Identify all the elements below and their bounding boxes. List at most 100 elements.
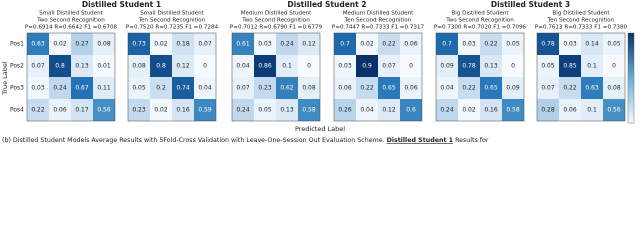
heatmap-cell [480,55,502,77]
cell-label: 0.05 [541,63,555,70]
heatmap-cell [276,99,298,121]
heatmap-cell [559,77,581,99]
heatmap-cell [232,33,254,55]
cell-label: 0.56 [97,107,111,114]
heatmap-cell [400,99,422,121]
cell-label: 0.61 [236,41,250,48]
cell-label: 0.11 [97,85,111,92]
caption: (b) Distilled Student Models Average Res… [2,137,489,144]
cell-label: 0.16 [176,107,190,114]
cell-label: 0.02 [53,41,67,48]
cell-label: 0.06 [338,85,352,92]
cell-label: 0.18 [176,41,190,48]
cell-label: 0.03 [258,41,272,48]
cell-label: 0 [203,63,207,70]
heatmap-cell [603,55,625,77]
heatmap-cell [458,33,480,55]
heatmap-cell [436,33,458,55]
caption-text: Results for [453,137,489,144]
chart-title: Medium Distilled Student [343,11,414,17]
heatmap-cell [172,33,194,55]
heatmap-cell [502,77,524,99]
heatmap-cell [378,77,400,99]
heatmap-cell [603,33,625,55]
caption-text: (b) Distilled Student Models Average Res… [2,137,387,144]
heatmap-cell [71,99,93,121]
cell-label: 0.24 [53,85,67,92]
heatmap-cell [378,99,400,121]
group-title: Distilled Student 3 [491,0,570,9]
heatmap-cell [298,99,320,121]
heatmap-cell [298,77,320,99]
cell-label: 0.58 [506,107,520,114]
cell-label: 0.22 [360,85,374,92]
cell-label: 0.04 [360,107,374,114]
cell-label: 0.63 [31,41,45,48]
heatmap-cell [93,77,115,99]
heatmap-cell [49,33,71,55]
heatmap-cell [298,55,320,77]
chart-title: Small Distilled Student [39,11,104,17]
heatmap-cell [27,77,49,99]
heatmap-cell [194,33,216,55]
cell-label: 0.1 [587,63,597,70]
group-title: Distilled Student 1 [82,0,161,9]
cell-label: 0.8 [55,63,65,70]
heatmap-cell [537,77,559,99]
cell-label: 0.02 [360,41,374,48]
cell-label: 0.13 [280,107,294,114]
heatmap-cell [254,99,276,121]
x-axis-label: Predicted Label [295,125,345,133]
y-tick-label: Pos4 [10,107,24,114]
heatmap-cell [581,55,603,77]
heatmap-cell [480,77,502,99]
heatmap-frame [333,32,423,122]
heatmap-cell [603,77,625,99]
heatmap-cell [559,33,581,55]
cell-label: 0.03 [31,85,45,92]
heatmap-cell [194,55,216,77]
cell-label: 0.1 [587,107,597,114]
heatmap-cell [502,99,524,121]
heatmap-cell [71,33,93,55]
cell-label: 0.06 [404,85,418,92]
heatmap-cell [93,33,115,55]
heatmap-cell [436,77,458,99]
colorbar [627,32,635,124]
caption-bold: Distilled Student 1 [387,137,453,144]
heatmap-frame [231,32,321,122]
chart-metrics: P=0.7447 R=0.7333 F1 =0.7317 [332,25,425,31]
heatmap-frame [536,32,626,122]
cell-label: 0.12 [176,63,190,70]
cell-label: 0.07 [541,85,555,92]
chart-title: Medium Distilled Student [241,11,312,17]
cell-label: 0.16 [484,107,498,114]
cell-label: 0.05 [506,41,520,48]
heatmap-cell [537,99,559,121]
cell-label: 0.59 [198,107,212,114]
heatmap-cell [49,55,71,77]
cell-label: 0.05 [258,107,272,114]
heatmap-cell [49,99,71,121]
heatmap-cell [537,33,559,55]
cell-label: 0.24 [280,41,294,48]
group-title: Distilled Student 2 [287,0,366,9]
heatmap-cell [172,55,194,77]
heatmap-cell [232,99,254,121]
heatmap-cell [150,99,172,121]
heatmap-cell [276,33,298,55]
cell-label: 0.26 [338,107,352,114]
heatmap-cell [27,55,49,77]
heatmap-cell [254,77,276,99]
cell-label: 0 [409,63,413,70]
chart-metrics: P=0.7300 R=0.7020 F1 =0.7096 [434,25,527,31]
cell-label: 0.09 [506,85,520,92]
heatmap-frame [435,32,525,122]
heatmap-cell [559,99,581,121]
heatmap-cell [356,99,378,121]
heatmap-cell [458,55,480,77]
chart-title: Big Distilled Student [552,11,610,17]
cell-label: 0.07 [31,63,45,70]
cell-label: 0.22 [484,41,498,48]
heatmap-cell [458,77,480,99]
